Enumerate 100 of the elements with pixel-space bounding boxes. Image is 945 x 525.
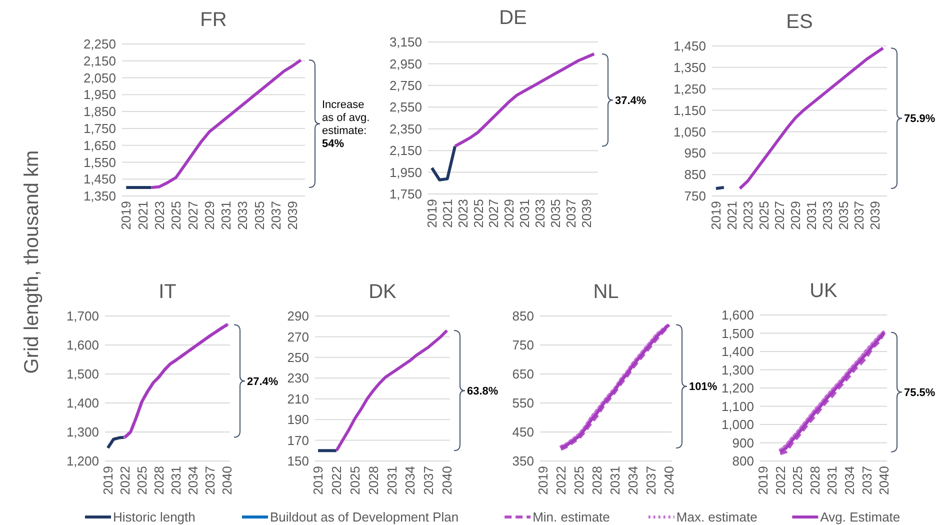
y-tick-label: 1,350: [83, 188, 116, 204]
y-tick-label: 1,150: [673, 102, 706, 118]
x-tick-label: 2025: [168, 201, 184, 230]
x-tick-label: 2037: [268, 201, 284, 230]
y-tick-label: 550: [512, 396, 534, 411]
chart-title: UK: [810, 280, 838, 302]
x-tick-label: 2025: [572, 466, 587, 495]
x-tick-label: 2039: [285, 201, 300, 230]
x-tick-label: 2040: [220, 466, 235, 495]
y-tick-label: 1,000: [721, 417, 754, 432]
x-tick-label: 2027: [185, 201, 200, 230]
y-tick-label: 450: [512, 424, 534, 440]
y-tick-label: 2,550: [389, 100, 422, 115]
y-tick-label: 1,500: [721, 326, 754, 341]
chart-title: NL: [593, 281, 619, 303]
y-tick-label: 1,300: [66, 424, 99, 440]
x-tick-label: 2040: [439, 466, 454, 495]
y-tick-label: 1,100: [721, 398, 754, 414]
x-tick-label: 2025: [470, 199, 486, 228]
chart-title: IT: [158, 281, 176, 303]
y-tick-label: 170: [287, 432, 309, 448]
y-tick-label: 1,400: [66, 396, 99, 411]
text: 27.4%: [247, 376, 278, 388]
x-tick-label: 2022: [117, 466, 132, 495]
text: 63.8%: [467, 385, 498, 398]
x-tick-label: 2037: [564, 199, 579, 228]
y-tick-label: 1,250: [673, 81, 706, 96]
x-tick-label: 2037: [202, 466, 218, 495]
y-tick-label: 1,450: [83, 172, 116, 187]
y-tick-label: 1,200: [66, 454, 99, 469]
x-tick-label: 2023: [152, 201, 167, 230]
x-tick-label: 2033: [532, 199, 548, 228]
x-tick-label: 2039: [578, 199, 594, 228]
y-tick-label: 2,150: [83, 53, 116, 68]
x-tick-label: 2034: [402, 466, 418, 495]
x-tick-label: 2019: [708, 201, 724, 230]
legend-label: Avg. Estimate: [820, 510, 900, 525]
x-tick-label: 2034: [186, 466, 201, 495]
y-tick-label: 900: [732, 435, 754, 450]
x-tick-label: 2021: [724, 201, 740, 230]
y-tick-label: 1,450: [673, 38, 706, 54]
y-tick-label: 1,600: [66, 338, 99, 353]
y-tick-label: 1,950: [83, 87, 116, 102]
chart-title: DK: [368, 281, 398, 303]
x-tick-label: 2031: [218, 201, 234, 230]
x-tick-label: 2033: [235, 201, 250, 230]
x-tick-label: 2025: [347, 466, 362, 495]
y-tick-label: 1,650: [83, 138, 116, 153]
text: 75.5%: [904, 386, 936, 399]
x-tick-label: 2025: [134, 466, 150, 495]
x-tick-label: 2019: [536, 466, 551, 495]
chart-title: FR: [200, 9, 227, 31]
x-tick-label: 2027: [772, 201, 788, 230]
x-tick-label: 2039: [868, 201, 883, 230]
x-tick-label: 2019: [100, 466, 116, 495]
y-tick-label: 290: [287, 308, 309, 324]
y-tick-label: 1,050: [673, 124, 706, 140]
x-tick-label: 2040: [662, 466, 677, 495]
y-tick-label: 750: [684, 188, 706, 204]
text: 75.9%: [904, 113, 936, 126]
x-tick-label: 2019: [424, 199, 440, 228]
y-tick-label: 230: [287, 370, 309, 386]
x-tick-label: 2025: [790, 466, 806, 495]
x-tick-label: 2035: [252, 201, 267, 230]
x-tick-label: 2021: [135, 201, 150, 230]
y-tick-label: 2,350: [389, 121, 422, 136]
x-tick-label: 2035: [836, 201, 851, 230]
y-tick-label: 1,550: [83, 154, 116, 170]
x-tick-label: 2035: [548, 199, 564, 228]
x-tick-label: 2031: [804, 201, 819, 230]
y-tick-label: 1,300: [721, 362, 754, 378]
x-tick-label: 2028: [152, 466, 167, 495]
x-tick-label: 2019: [755, 466, 770, 495]
x-tick-label: 2019: [118, 201, 134, 230]
legend-label: Max. estimate: [676, 510, 758, 525]
x-tick-label: 2029: [202, 201, 217, 230]
y-tick-label: 1,700: [66, 308, 99, 324]
x-tick-label: 2019: [310, 466, 326, 495]
y-tick-label: 1,400: [721, 344, 754, 360]
y-tick-label: 150: [287, 454, 309, 469]
y-tick-label: 1,950: [389, 164, 422, 180]
x-tick-label: 2022: [772, 466, 788, 495]
y-tick-label: 1,500: [66, 366, 99, 382]
x-tick-label: 2033: [820, 201, 835, 230]
y-tick-label: 800: [732, 454, 754, 469]
x-tick-label: 2023: [455, 199, 470, 228]
y-tick-label: 650: [512, 366, 534, 382]
legend-label: Buildout as of Development Plan: [270, 510, 459, 525]
x-tick-label: 2031: [824, 466, 840, 495]
y-tick-label: 270: [287, 329, 309, 344]
y-tick-label: 850: [512, 308, 534, 324]
y-tick-label: 950: [684, 146, 706, 161]
chart-title: DE: [499, 7, 527, 29]
x-tick-label: 2037: [859, 466, 874, 495]
x-tick-label: 2022: [554, 466, 569, 495]
x-tick-label: 2021: [440, 199, 455, 228]
x-tick-label: 2037: [852, 201, 867, 230]
legend-label: Min. estimate: [532, 510, 610, 525]
text: Increase as of avg. estimate: 54%: [322, 99, 370, 150]
x-tick-label: 2022: [329, 466, 344, 495]
